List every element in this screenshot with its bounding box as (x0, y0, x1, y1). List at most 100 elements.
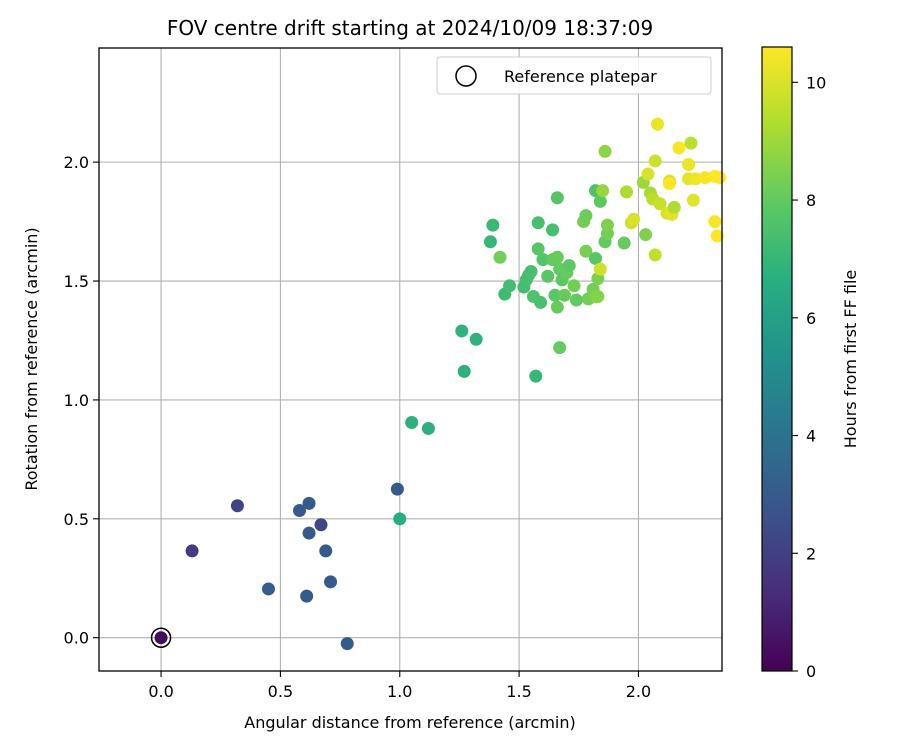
colorbar (761, 46, 793, 672)
data-point (524, 265, 538, 279)
data-point (593, 194, 607, 208)
legend-label: Reference platepar (504, 67, 657, 86)
data-point (550, 191, 564, 205)
data-point (302, 496, 316, 510)
data-point (672, 141, 686, 155)
data-point (324, 575, 338, 589)
data-point (627, 212, 641, 226)
data-point (591, 289, 605, 303)
plot-frame (98, 47, 723, 672)
data-point (557, 288, 571, 302)
data-point (546, 223, 560, 237)
x-tick-label: 0.5 (268, 682, 293, 701)
x-tick-label: 2.0 (626, 682, 651, 701)
data-point (684, 136, 698, 150)
x-axis-ticks: 0.0 0.5 1.0 1.5 2.0 (148, 671, 651, 701)
data-point (600, 218, 614, 232)
y-axis-ticks: 0.0 0.5 1.0 1.5 2.0 (64, 153, 99, 648)
data-point (536, 253, 550, 267)
data-point (651, 117, 665, 131)
data-point (639, 228, 653, 242)
data-point (562, 259, 576, 273)
data-point (390, 482, 404, 496)
x-tick-label: 1.5 (506, 682, 531, 701)
colorbar-label: Hours from first FF file (841, 270, 860, 449)
data-point (579, 244, 593, 258)
data-point (455, 324, 469, 338)
data-point (319, 544, 333, 558)
colorbar-tick-label: 8 (806, 191, 816, 210)
data-point (567, 279, 581, 293)
data-point (531, 242, 545, 256)
data-point (641, 167, 655, 181)
grid-lines (99, 48, 722, 671)
data-point (617, 236, 631, 250)
data-point (653, 197, 667, 211)
data-point (710, 229, 724, 243)
data-point (698, 171, 712, 185)
data-point (648, 154, 662, 168)
data-point (300, 589, 314, 603)
data-point (421, 421, 435, 435)
data-point (689, 172, 703, 186)
data-point (596, 184, 610, 198)
x-axis-label: Angular distance from reference (arcmin) (244, 713, 575, 732)
colorbar-ticks: 0 2 4 6 8 10 (792, 73, 826, 681)
colorbar-tick-label: 4 (806, 427, 816, 446)
data-point (713, 171, 727, 185)
data-points (150, 117, 727, 651)
y-tick-label: 0.5 (64, 510, 89, 529)
data-point (569, 293, 583, 307)
data-point (579, 209, 593, 223)
y-tick-label: 1.5 (64, 272, 89, 291)
y-tick-label: 1.0 (64, 391, 89, 410)
data-point (534, 295, 548, 309)
legend-marker-icon (455, 65, 477, 87)
data-point (405, 416, 419, 430)
y-tick-label: 0.0 (64, 629, 89, 648)
data-point (230, 499, 244, 513)
data-point (185, 544, 199, 558)
data-point (667, 200, 681, 214)
data-point (662, 177, 676, 191)
data-point (553, 341, 567, 355)
colorbar-tick-label: 10 (806, 73, 826, 92)
data-point (486, 218, 500, 232)
data-point (503, 279, 517, 293)
data-point (648, 248, 662, 262)
data-point (340, 637, 354, 651)
data-point (529, 369, 543, 383)
data-point (302, 526, 316, 540)
data-point (483, 235, 497, 249)
data-point (314, 518, 328, 532)
data-point (682, 158, 696, 172)
data-point (261, 582, 275, 596)
legend-box (436, 56, 712, 95)
data-point (469, 332, 483, 346)
data-point (550, 300, 564, 314)
data-point (686, 193, 700, 207)
data-point (598, 144, 612, 158)
colorbar-tick-label: 0 (806, 662, 816, 681)
data-point (541, 269, 555, 283)
y-tick-label: 2.0 (64, 153, 89, 172)
data-point (531, 216, 545, 230)
data-point (457, 364, 471, 378)
colorbar-tick-label: 6 (806, 309, 816, 328)
reference-platepar-marker (150, 627, 172, 648)
data-point (550, 250, 564, 264)
x-tick-label: 1.0 (387, 682, 412, 701)
data-point (154, 631, 168, 645)
x-tick-label: 0.0 (148, 682, 173, 701)
legend: Reference platepar (436, 56, 712, 95)
data-point (548, 288, 562, 302)
data-point (708, 215, 722, 229)
colorbar-tick-label: 2 (806, 544, 816, 563)
data-point (293, 503, 307, 517)
chart-title: FOV centre drift starting at 2024/10/09 … (167, 16, 653, 40)
data-point (588, 251, 602, 265)
data-point (593, 262, 607, 276)
y-axis-label: Rotation from reference (arcmin) (22, 227, 41, 490)
data-point (620, 185, 634, 199)
